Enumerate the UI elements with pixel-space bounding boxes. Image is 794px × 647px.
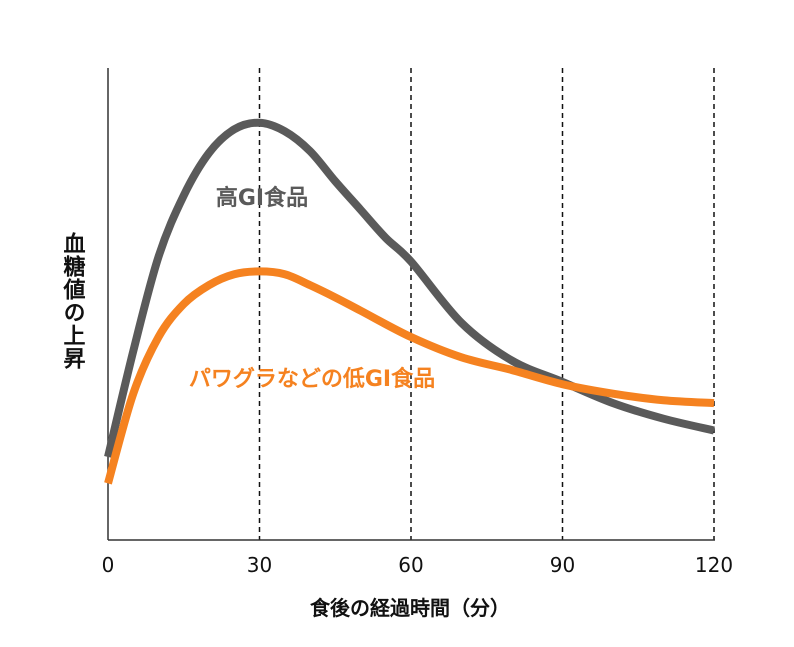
x-tick-label: 30 bbox=[247, 553, 272, 577]
x-tick-label: 0 bbox=[102, 553, 115, 577]
x-tick-label: 60 bbox=[398, 553, 423, 577]
series-label-high-gi: 高GI食品 bbox=[216, 185, 308, 211]
y-axis-label: 血糖値の上昇 bbox=[60, 231, 87, 370]
x-tick-label: 90 bbox=[550, 553, 575, 577]
x-axis-label: 食後の経過時間（分） bbox=[310, 596, 510, 620]
series-line-low-gi bbox=[104, 267, 715, 485]
x-tick-label: 120 bbox=[695, 553, 733, 577]
series-label-low-gi: パワグラなどの低GI食品 bbox=[189, 366, 435, 392]
